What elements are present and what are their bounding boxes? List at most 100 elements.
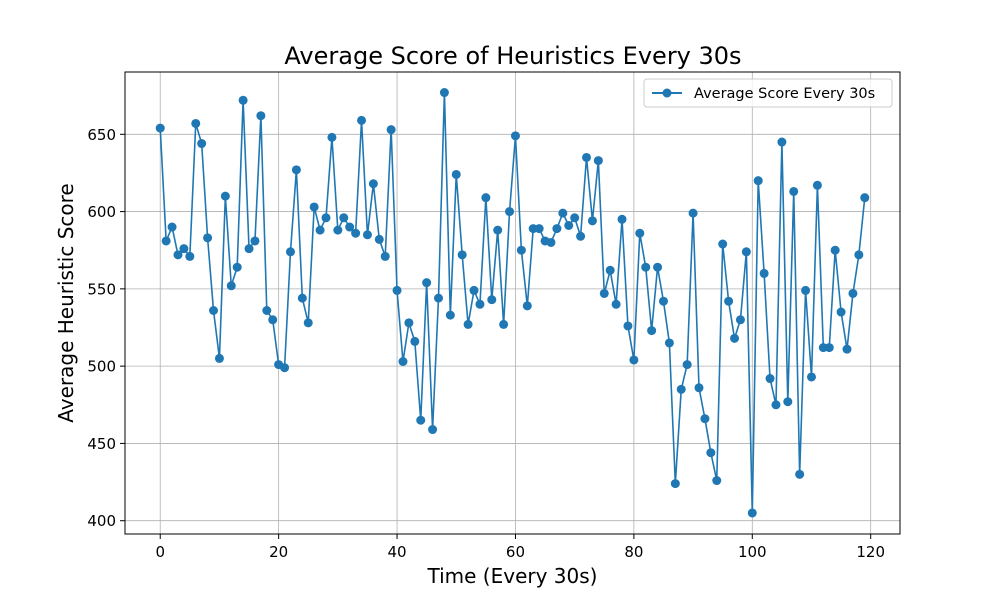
- data-point: [333, 225, 343, 235]
- data-point: [167, 222, 177, 232]
- data-point: [173, 250, 183, 260]
- data-point: [309, 202, 319, 212]
- data-point: [220, 191, 230, 201]
- data-point: [386, 125, 396, 135]
- data-point: [753, 176, 763, 186]
- data-point: [445, 310, 455, 320]
- data-point: [280, 363, 290, 373]
- y-tick-label: 500: [87, 358, 116, 376]
- grid-lines: [125, 72, 900, 534]
- data-point: [599, 288, 609, 298]
- data-point: [321, 213, 331, 223]
- data-point: [244, 244, 254, 254]
- data-point: [570, 213, 580, 223]
- x-tick-label: 60: [506, 543, 525, 561]
- data-point: [428, 425, 438, 435]
- y-axis-ticks: 400 450 500 550 600 650: [87, 126, 125, 530]
- data-point: [303, 318, 313, 328]
- data-point: [398, 357, 408, 366]
- data-point: [658, 296, 668, 306]
- legend-marker-swatch: [662, 88, 672, 98]
- data-point: [451, 169, 461, 179]
- y-axis-label: Average Heuristic Score: [54, 183, 78, 422]
- plot-frame: [124, 71, 901, 535]
- data-point: [327, 132, 337, 142]
- data-point: [191, 118, 201, 128]
- data-point: [499, 319, 509, 329]
- data-point: [433, 293, 443, 303]
- data-point: [730, 333, 740, 343]
- data-point: [422, 278, 432, 288]
- data-point: [505, 207, 515, 217]
- data-point: [860, 193, 870, 203]
- data-point: [765, 374, 775, 384]
- data-point: [854, 250, 864, 260]
- plot-area: [155, 88, 870, 518]
- data-point: [185, 251, 195, 261]
- data-point: [493, 225, 503, 235]
- data-point: [522, 301, 532, 311]
- data-point: [611, 299, 621, 309]
- data-point: [209, 306, 219, 315]
- data-point: [481, 193, 491, 203]
- data-point: [250, 236, 260, 246]
- data-point: [712, 476, 722, 486]
- data-point: [380, 251, 390, 261]
- data-point: [582, 152, 592, 162]
- data-point: [682, 360, 692, 370]
- data-point: [469, 285, 479, 295]
- data-point: [291, 165, 301, 175]
- data-point: [315, 225, 325, 235]
- data-point: [676, 384, 686, 394]
- data-point: [179, 244, 189, 254]
- data-point: [564, 220, 574, 230]
- data-point: [161, 236, 171, 246]
- data-point: [368, 179, 378, 189]
- data-point: [362, 230, 372, 240]
- data-point: [457, 250, 467, 260]
- data-point: [214, 353, 224, 363]
- series-line: [159, 91, 866, 514]
- data-point: [653, 262, 663, 272]
- legend-label: Average Score Every 30s: [694, 86, 875, 102]
- data-point: [487, 295, 497, 305]
- data-point: [812, 180, 822, 190]
- data-point: [629, 355, 639, 365]
- y-tick-label: 600: [87, 203, 116, 221]
- data-point: [475, 299, 485, 309]
- data-point: [735, 315, 745, 325]
- data-point: [789, 186, 799, 196]
- data-point: [203, 233, 213, 243]
- data-point: [155, 123, 165, 133]
- data-point: [516, 245, 526, 255]
- data-point: [783, 397, 793, 407]
- y-tick-label: 400: [87, 512, 116, 530]
- data-point: [724, 296, 734, 306]
- data-point: [718, 239, 728, 249]
- data-point: [635, 228, 645, 238]
- data-point: [256, 111, 266, 121]
- data-point: [741, 247, 751, 257]
- data-point: [801, 285, 811, 295]
- data-point: [410, 336, 420, 346]
- data-point: [404, 318, 414, 328]
- data-point: [700, 414, 710, 424]
- x-axis-label: Time (Every 30s): [427, 564, 598, 588]
- data-point: [351, 228, 361, 238]
- data-point: [226, 281, 236, 291]
- data-point: [771, 400, 781, 410]
- x-tick-label: 120: [856, 543, 885, 561]
- data-point: [759, 268, 769, 278]
- data-point: [546, 237, 556, 247]
- data-point: [534, 224, 544, 234]
- legend: Average Score Every 30s: [643, 78, 893, 108]
- data-point: [747, 508, 757, 518]
- data-point: [842, 344, 852, 354]
- data-point: [374, 234, 384, 244]
- data-point: [664, 338, 674, 348]
- data-point: [670, 479, 680, 489]
- data-point: [439, 88, 449, 98]
- data-point: [830, 245, 840, 255]
- data-point: [552, 224, 562, 234]
